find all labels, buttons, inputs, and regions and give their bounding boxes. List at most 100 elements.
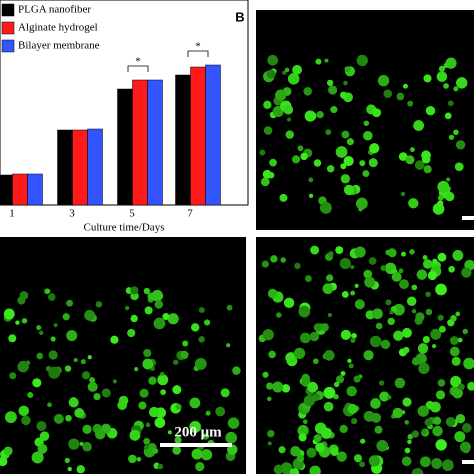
cells <box>0 54 474 474</box>
cell <box>286 117 292 122</box>
cell <box>261 260 269 268</box>
cell <box>455 140 466 150</box>
cell <box>307 381 318 393</box>
cell <box>267 441 272 446</box>
cell <box>266 382 274 390</box>
cell <box>339 258 351 270</box>
bar <box>72 129 88 206</box>
cell <box>411 357 421 366</box>
cell <box>160 371 165 376</box>
bar <box>190 66 206 206</box>
cell <box>451 356 461 366</box>
cell <box>335 246 344 255</box>
cell <box>378 380 385 386</box>
cell <box>333 381 340 388</box>
cell <box>142 358 154 370</box>
cell <box>363 130 373 141</box>
cell <box>303 395 316 407</box>
cell <box>0 456 8 467</box>
cell <box>376 439 389 452</box>
cell <box>297 145 304 152</box>
cell <box>267 288 278 299</box>
cell <box>309 465 321 474</box>
scale-bar <box>462 216 474 220</box>
cell <box>461 423 472 433</box>
cell <box>182 340 189 347</box>
cell <box>340 371 346 376</box>
cell <box>21 318 28 324</box>
cell <box>461 267 472 278</box>
cell <box>84 309 95 321</box>
cell <box>455 414 466 424</box>
cell <box>306 447 317 458</box>
cell <box>370 398 381 409</box>
cell <box>296 454 305 463</box>
panel-label: B <box>235 9 244 24</box>
cell <box>398 268 404 274</box>
cell <box>154 417 166 428</box>
cell <box>127 328 136 338</box>
cell <box>144 306 153 315</box>
cell <box>364 276 376 288</box>
cell <box>457 383 465 391</box>
cell <box>407 100 414 107</box>
cell <box>215 406 226 417</box>
cell <box>136 457 142 462</box>
cell <box>374 425 383 434</box>
cell <box>343 80 348 86</box>
cell <box>82 424 92 434</box>
cell <box>432 258 438 264</box>
cell <box>191 448 203 460</box>
cell <box>432 416 442 425</box>
cell <box>48 350 58 360</box>
cell <box>312 358 319 365</box>
cell <box>406 296 417 306</box>
cell <box>68 397 79 408</box>
cell <box>422 429 427 434</box>
cell <box>417 343 429 354</box>
cell <box>392 407 403 419</box>
cell <box>437 379 446 387</box>
legend-swatch <box>1 39 15 53</box>
annotation: * <box>135 56 141 68</box>
cell <box>430 328 442 340</box>
cell <box>453 86 459 92</box>
cell <box>125 306 130 311</box>
cell <box>143 287 151 295</box>
scale-bar-label: 200 μm <box>174 424 222 440</box>
cell <box>401 327 412 338</box>
cell <box>372 108 382 118</box>
cell <box>46 288 51 294</box>
cell <box>350 290 356 296</box>
cell <box>279 193 288 202</box>
cell <box>285 352 295 363</box>
cell <box>300 152 308 161</box>
cell <box>147 292 155 300</box>
bar <box>175 74 191 206</box>
cell <box>360 438 366 444</box>
cell <box>350 337 356 343</box>
micrograph-b <box>256 10 474 230</box>
cell <box>335 146 348 158</box>
cell <box>287 72 300 85</box>
cell <box>292 64 302 75</box>
cell <box>448 134 455 140</box>
cell <box>262 329 274 341</box>
cell <box>399 279 409 290</box>
cell <box>280 257 286 263</box>
cell <box>369 335 382 348</box>
cell <box>459 441 472 453</box>
cell <box>452 250 464 261</box>
cell <box>320 323 329 332</box>
cell <box>202 433 210 440</box>
cell <box>435 283 447 296</box>
cell <box>394 377 406 389</box>
cell <box>18 405 29 417</box>
cell <box>467 381 474 391</box>
cell <box>143 348 152 358</box>
cell <box>281 384 291 393</box>
cell <box>194 357 207 370</box>
cell <box>220 388 230 398</box>
cell <box>423 74 432 83</box>
scale-bar <box>160 443 232 447</box>
